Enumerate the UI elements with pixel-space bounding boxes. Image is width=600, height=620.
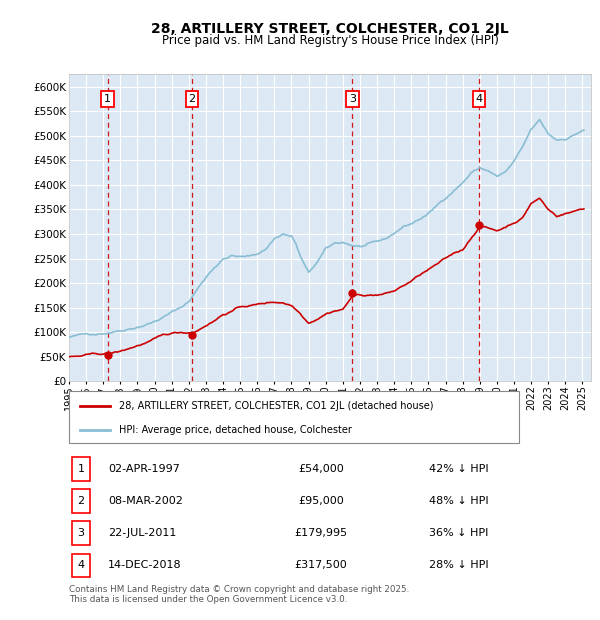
- Text: 3: 3: [349, 94, 356, 104]
- Text: £179,995: £179,995: [295, 528, 347, 538]
- Text: 02-APR-1997: 02-APR-1997: [108, 464, 180, 474]
- Text: 14-DEC-2018: 14-DEC-2018: [108, 560, 182, 570]
- Text: 28% ↓ HPI: 28% ↓ HPI: [429, 560, 488, 570]
- Text: 1: 1: [104, 94, 111, 104]
- Text: 4: 4: [77, 560, 85, 570]
- Text: HPI: Average price, detached house, Colchester: HPI: Average price, detached house, Colc…: [119, 425, 352, 435]
- Text: 42% ↓ HPI: 42% ↓ HPI: [429, 464, 488, 474]
- Text: 28, ARTILLERY STREET, COLCHESTER, CO1 2JL: 28, ARTILLERY STREET, COLCHESTER, CO1 2J…: [151, 22, 509, 36]
- Text: Contains HM Land Registry data © Crown copyright and database right 2025.
This d: Contains HM Land Registry data © Crown c…: [69, 585, 409, 604]
- Text: 48% ↓ HPI: 48% ↓ HPI: [429, 496, 488, 506]
- Text: 22-JUL-2011: 22-JUL-2011: [108, 528, 176, 538]
- Text: 3: 3: [77, 528, 85, 538]
- Text: 28, ARTILLERY STREET, COLCHESTER, CO1 2JL (detached house): 28, ARTILLERY STREET, COLCHESTER, CO1 2J…: [119, 401, 433, 412]
- Text: 4: 4: [475, 94, 482, 104]
- Text: 36% ↓ HPI: 36% ↓ HPI: [429, 528, 488, 538]
- Text: 2: 2: [188, 94, 196, 104]
- Text: £95,000: £95,000: [298, 496, 344, 506]
- Text: 08-MAR-2002: 08-MAR-2002: [108, 496, 183, 506]
- Text: 1: 1: [77, 464, 85, 474]
- Text: £317,500: £317,500: [295, 560, 347, 570]
- Text: £54,000: £54,000: [298, 464, 344, 474]
- Text: 2: 2: [77, 496, 85, 506]
- Text: Price paid vs. HM Land Registry's House Price Index (HPI): Price paid vs. HM Land Registry's House …: [161, 34, 499, 47]
